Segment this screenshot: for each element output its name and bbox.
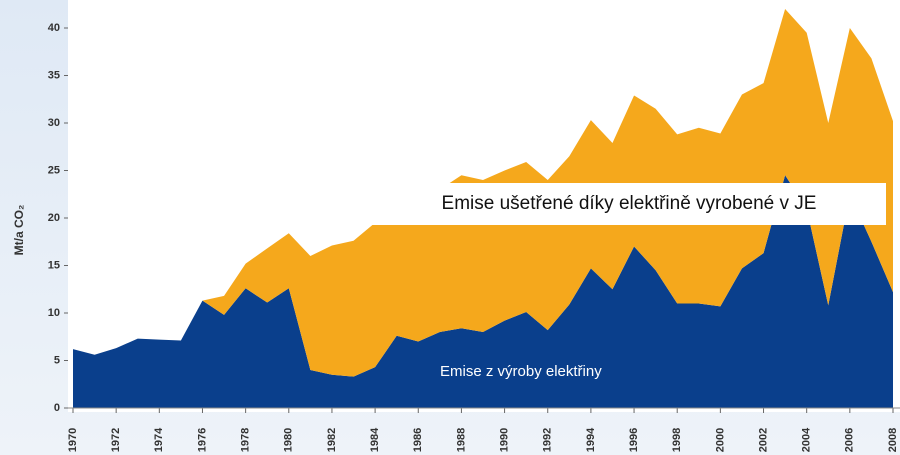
x-tick-label: 2008	[887, 428, 899, 452]
x-tick-label: 1970	[67, 428, 79, 452]
x-tick-label: 1998	[671, 428, 683, 452]
series-label: Emise ušetřené díky elektřině vyrobené v…	[442, 193, 817, 214]
x-tick-label: 1992	[542, 428, 554, 452]
x-tick-label: 2004	[801, 427, 813, 452]
label-box	[372, 183, 886, 225]
x-tick-label: 1996	[628, 428, 640, 452]
y-tick-label: 35	[48, 69, 60, 81]
x-tick-label: 1994	[585, 427, 597, 452]
x-tick-label: 1984	[369, 427, 381, 452]
x-tick-label: 1980	[283, 428, 295, 452]
x-tick-label: 2002	[757, 428, 769, 452]
area	[73, 175, 893, 408]
x-tick-label: 1986	[412, 428, 424, 452]
label-box	[425, 354, 855, 390]
x-tick-label: 1972	[110, 428, 122, 452]
x-tick-label: 1978	[240, 428, 252, 452]
y-tick-label: 0	[54, 402, 60, 414]
x-tick-label: 1988	[455, 428, 467, 452]
x-tick-label: 1974	[153, 427, 165, 452]
y-tick-label: 30	[48, 117, 60, 129]
x-tick-label: 1990	[498, 428, 510, 452]
y-tick-label: 10	[48, 307, 60, 319]
y-axis-label: Mt/a CO₂	[12, 205, 26, 256]
series-label: Emise z výroby elektřiny	[440, 363, 602, 380]
y-tick-label: 20	[48, 212, 60, 224]
y-tick-label: 15	[48, 259, 60, 271]
x-tick-label: 1982	[326, 428, 338, 452]
y-tick-label: 25	[48, 164, 60, 176]
y-tick-label: 5	[54, 354, 60, 366]
x-tick-label: 1976	[196, 428, 208, 452]
x-tick-label: 2006	[844, 428, 856, 452]
y-tick-label: 40	[48, 22, 60, 34]
x-tick-label: 2000	[714, 428, 726, 452]
